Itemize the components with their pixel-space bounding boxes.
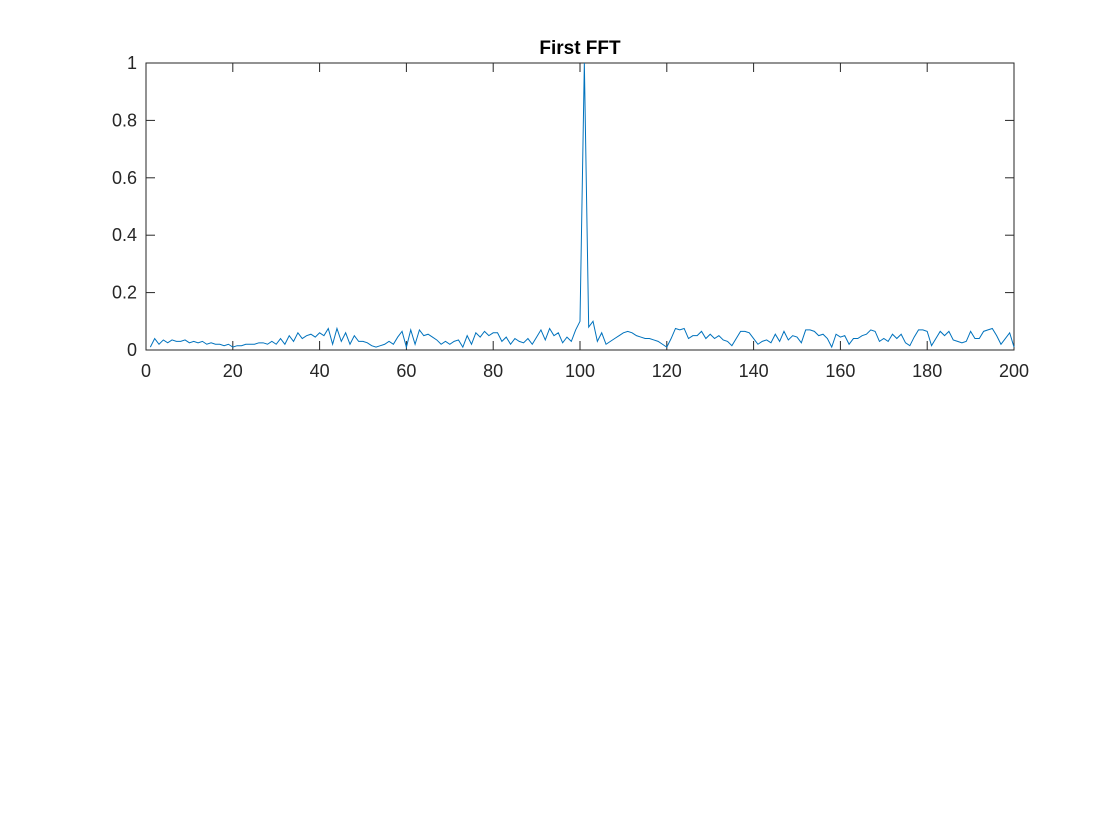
x-tick-label: 160 (825, 361, 855, 381)
y-tick-label: 0 (127, 340, 137, 360)
x-tick-label: 140 (739, 361, 769, 381)
x-tick-label: 40 (310, 361, 330, 381)
data-line (149, 62, 1015, 350)
chart-title: First FFT (539, 38, 621, 59)
x-tick-label: 80 (483, 361, 503, 381)
x-tick-label: 0 (141, 361, 151, 381)
x-tick-label: 120 (652, 361, 682, 381)
x-tick-label: 100 (565, 361, 595, 381)
x-tick-label: 200 (999, 361, 1029, 381)
y-tick-label: 0.4 (112, 225, 137, 245)
x-tick-label: 180 (912, 361, 942, 381)
y-tick-label: 0.6 (112, 168, 137, 188)
y-tick-label: 0.8 (112, 110, 137, 130)
y-tick-label: 0.2 (112, 283, 137, 303)
x-tick-label: 20 (223, 361, 243, 381)
x-tick-label: 60 (396, 361, 416, 381)
y-tick-label: 1 (127, 53, 137, 73)
